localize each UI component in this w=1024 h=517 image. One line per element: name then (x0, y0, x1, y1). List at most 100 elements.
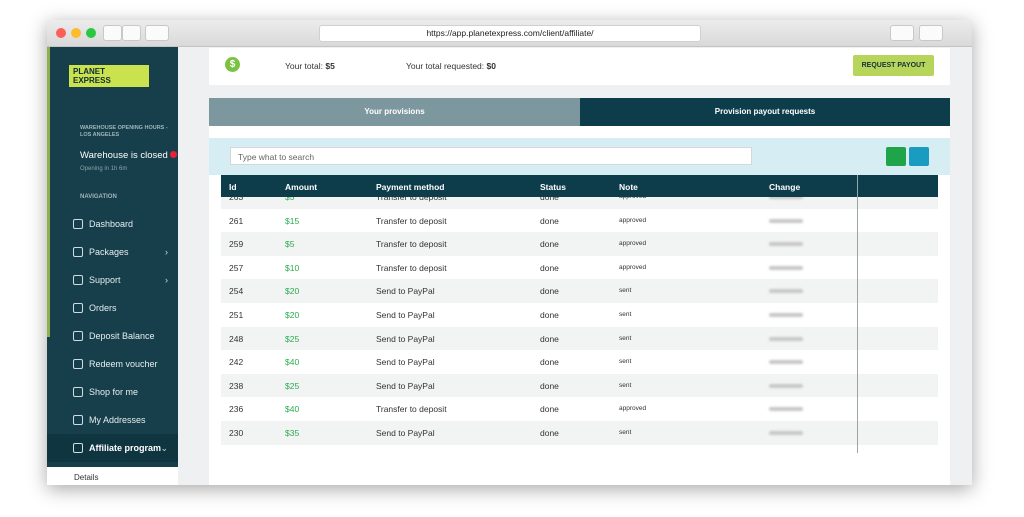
blurred-change (769, 407, 803, 412)
browser-window: https://app.planetexpress.com/client/aff… (47, 20, 972, 485)
nav-text: Packages (89, 247, 129, 257)
table-cell: done (540, 333, 559, 344)
nav-item[interactable]: Shop for me (47, 378, 178, 406)
nav-item[interactable]: Dashboard (47, 210, 178, 238)
nav-text: Deposit Balance (89, 331, 155, 341)
table-cell: done (540, 239, 559, 250)
table-cell: 238 (229, 380, 244, 391)
share-button[interactable] (890, 25, 914, 41)
column-header: Amount (285, 182, 318, 192)
nav-icon (73, 331, 83, 341)
summary-bar: $ Your total: $5 Your total requested: $… (209, 48, 950, 85)
hours-line: WAREHOUSE OPENING HOURS - (80, 125, 168, 131)
table-row: 263 $5 Transfer to deposit done approved (221, 197, 938, 209)
column-header: Status (540, 182, 566, 192)
address-bar[interactable]: https://app.planetexpress.com/client/aff… (319, 25, 701, 42)
nav-text: Affiliate program (89, 443, 162, 453)
blurred-change (769, 265, 803, 270)
table-cell: $40 (285, 404, 300, 415)
tab[interactable]: Provision payout requests (580, 98, 950, 126)
nav-icon (73, 275, 83, 285)
nav-item[interactable]: Deposit Balance (47, 322, 178, 350)
table-cell: sent (619, 429, 632, 436)
table-cell: 261 (229, 215, 244, 226)
subnav-item[interactable]: Details (74, 473, 99, 482)
nav-arrow: › (165, 275, 168, 285)
dollar-icon: $ (225, 57, 240, 72)
column-header: Note (619, 182, 638, 192)
nav-icon (73, 247, 83, 257)
table-cell: Transfer to deposit (376, 197, 447, 202)
table-cell: sent (619, 311, 632, 318)
table-row: 259 $5 Transfer to deposit done approved (221, 232, 938, 256)
tabs-button[interactable] (919, 25, 943, 41)
tab[interactable]: Your provisions (209, 98, 580, 126)
table-cell: done (540, 197, 559, 202)
blurred-change (769, 313, 803, 317)
nav-text: Support (89, 275, 121, 285)
table-cell: $25 (285, 380, 300, 391)
table-cell: Send to PayPal (376, 286, 435, 297)
table-cell: $5 (285, 197, 295, 202)
search-input[interactable]: Type what to search (230, 147, 752, 165)
table-cell: done (540, 286, 559, 297)
nav-item[interactable]: Orders (47, 294, 178, 322)
blurred-change (769, 336, 803, 341)
table-cell: done (540, 215, 559, 226)
nav-icon (73, 359, 83, 369)
table-cell: done (540, 262, 559, 273)
search-button[interactable] (886, 147, 906, 166)
nav-item[interactable]: Packages › (47, 238, 178, 266)
logo-line: PLANET (73, 67, 105, 76)
nav-item[interactable]: Support › (47, 266, 178, 294)
table-cell: Transfer to deposit (376, 239, 447, 250)
table-cell: Send to PayPal (376, 428, 435, 438)
nav-text: Dashboard (89, 219, 134, 229)
sidebar: PLANET EXPRESS WAREHOUSE OPENING HOURS -… (47, 47, 178, 485)
accent-strip (47, 47, 50, 337)
logo-line: EXPRESS (73, 76, 111, 85)
blurred-change (769, 289, 803, 294)
status-text: Warehouse is closed (80, 150, 168, 161)
table-cell: Send to PayPal (376, 380, 435, 391)
total-label: Your total: (285, 61, 323, 71)
sidebar-button[interactable] (145, 25, 169, 41)
zoom-button[interactable] (86, 28, 96, 38)
table-cell: approved (619, 263, 647, 271)
table-cell: sent (619, 358, 632, 366)
nav-text: Shop for me (89, 387, 139, 397)
table-cell: $15 (285, 215, 300, 226)
logo[interactable]: PLANET EXPRESS (69, 65, 149, 87)
nav-icon (73, 415, 83, 425)
subnav: Details (47, 467, 178, 485)
nav-item[interactable]: Redeem voucher (47, 350, 178, 378)
blurred-change (769, 197, 803, 199)
column-header: Payment method (376, 182, 445, 192)
hours-label: WAREHOUSE OPENING HOURS - LOS ANGELES (80, 125, 168, 139)
table-cell: Send to PayPal (376, 333, 435, 344)
status-dot (170, 151, 178, 158)
table-cell: done (540, 310, 559, 320)
nav-item[interactable]: Affiliate program ⌄ (47, 434, 178, 462)
table-cell: $40 (285, 357, 300, 368)
table-cell: $35 (285, 428, 300, 438)
table-cell: sent (619, 287, 632, 295)
minimize-button[interactable] (71, 28, 81, 38)
table-cell: approved (619, 405, 647, 413)
scrollbar (857, 175, 858, 453)
nav-item[interactable]: My Addresses (47, 406, 178, 434)
table-cell: sent (619, 381, 632, 389)
blurred-change (769, 431, 803, 435)
table-cell: 257 (229, 262, 244, 273)
close-button[interactable] (56, 28, 66, 38)
forward-button[interactable] (122, 25, 141, 41)
back-button[interactable] (103, 25, 122, 41)
table-cell: $20 (285, 286, 300, 297)
table-cell: $5 (285, 239, 295, 250)
filter-button[interactable] (909, 147, 929, 166)
table-cell: Transfer to deposit (376, 404, 447, 415)
table-cell: 263 (229, 197, 244, 202)
request-payout-button[interactable]: REQUEST PAYOUT (853, 55, 934, 76)
table-row: 257 $10 Transfer to deposit done approved (221, 255, 938, 280)
table-cell: 248 (229, 333, 244, 344)
